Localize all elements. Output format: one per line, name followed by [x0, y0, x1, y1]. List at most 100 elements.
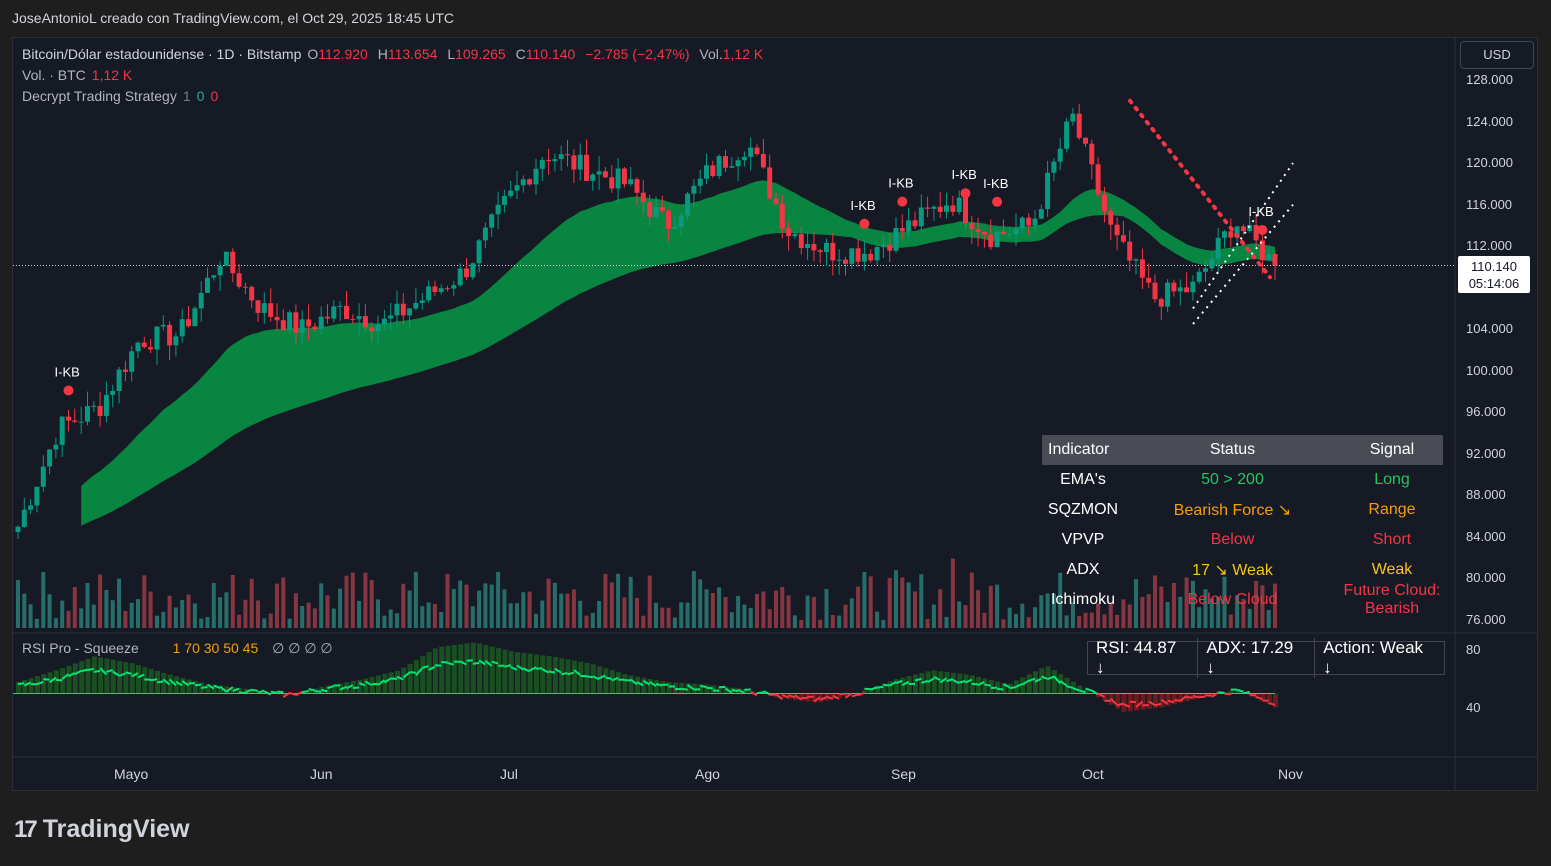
- squeeze-histogram-bar: [546, 656, 552, 694]
- volume-bar: [654, 602, 658, 628]
- rsi-line: [889, 681, 897, 687]
- squeeze-histogram-bar: [1197, 693, 1203, 698]
- volume-bar: [1260, 585, 1265, 628]
- candle-body: [1190, 281, 1196, 293]
- squeeze-histogram-bar: [508, 651, 514, 694]
- candle-body: [981, 231, 987, 235]
- volume-bar: [729, 612, 734, 628]
- rsi-line: [1218, 691, 1225, 694]
- squeeze-histogram-bar: [281, 693, 287, 696]
- signal-marker: [897, 196, 908, 207]
- low-label: L: [447, 46, 456, 62]
- rsi-line: [750, 691, 758, 697]
- squeeze-histogram-bar: [79, 661, 85, 694]
- close-label: C: [515, 46, 526, 62]
- rsi-line: [441, 661, 448, 664]
- rsi-line: [1154, 702, 1162, 707]
- squeeze-histogram-bar: [742, 689, 748, 694]
- candle-body: [1051, 161, 1057, 173]
- squeeze-histogram-bar: [41, 674, 47, 694]
- volume-bar: [913, 591, 917, 628]
- squeeze-histogram-bar: [249, 689, 255, 694]
- rsi-line: [339, 685, 347, 691]
- signal-marker: [859, 218, 870, 229]
- squeeze-histogram-bar: [401, 667, 407, 694]
- squeeze-histogram-bar: [843, 693, 849, 697]
- rsi-line: [529, 666, 537, 672]
- candle-body: [21, 509, 27, 527]
- volume-legend[interactable]: Vol. · BTC 1,12 K: [22, 67, 138, 83]
- squeeze-histogram-bar: [1020, 677, 1026, 694]
- squeeze-histogram-bar: [1228, 690, 1234, 694]
- strategy-legend[interactable]: Decrypt Trading Strategy 1 0 0: [22, 88, 224, 104]
- squeeze-histogram-bar: [167, 674, 173, 694]
- squeeze-histogram-bar: [1121, 693, 1127, 712]
- candle-body: [242, 286, 248, 288]
- volume-bar: [230, 575, 235, 628]
- volume-bar: [1089, 612, 1094, 628]
- volume-bar: [824, 589, 829, 628]
- candle-body: [230, 251, 236, 274]
- candle-body: [552, 159, 558, 162]
- volume-bar: [919, 574, 924, 628]
- volume-bar: [881, 619, 886, 628]
- squeeze-histogram-bar: [597, 666, 603, 694]
- signal-row: SQZMON Bearish Force ↘ Range: [1042, 495, 1443, 525]
- candle-body: [337, 305, 343, 307]
- volume-bar: [571, 589, 576, 628]
- volume-bar: [774, 590, 778, 628]
- candle-body: [590, 174, 596, 181]
- symbol-name[interactable]: Bitcoin/Dólar estadounidense · 1D · Bits…: [22, 46, 302, 62]
- rsi-line: [681, 687, 688, 691]
- squeeze-histogram-bar: [1039, 668, 1045, 694]
- candle-body: [122, 369, 128, 372]
- candle-body: [1196, 271, 1202, 282]
- volume-bar: [982, 612, 987, 628]
- close-value: 110.140: [525, 46, 576, 62]
- rsi-line: [1034, 677, 1042, 683]
- squeeze-histogram-bar: [691, 683, 697, 694]
- rsi-line: [548, 670, 556, 674]
- rsi-legend[interactable]: RSI Pro - Squeeze 1 70 30 50 45 ∅ ∅ ∅ ∅: [22, 640, 333, 657]
- volume-bar: [1121, 599, 1126, 628]
- volume-bar: [1058, 572, 1063, 628]
- volume-bar: [1153, 575, 1157, 628]
- volume-bar: [464, 584, 469, 628]
- candle-body: [110, 391, 116, 395]
- rsi-line: [794, 694, 802, 701]
- volume-bar: [470, 606, 475, 628]
- rsi-line: [238, 691, 246, 695]
- rsi-line: [383, 677, 392, 684]
- volume-bar: [761, 591, 766, 628]
- candle-body: [413, 303, 419, 309]
- candle-body: [874, 247, 880, 261]
- candle-body: [741, 156, 747, 161]
- candle-body: [1209, 259, 1215, 269]
- volume-bar: [679, 602, 684, 628]
- candle-body: [824, 242, 829, 252]
- volume-bar: [432, 604, 437, 628]
- volume-bar: [1001, 619, 1006, 628]
- squeeze-histogram-bar: [521, 653, 527, 694]
- candle-body: [375, 324, 381, 331]
- high-value: 113.654: [387, 46, 438, 62]
- candle-body: [798, 234, 804, 248]
- rsi-line: [561, 672, 568, 676]
- volume-bar: [1102, 614, 1107, 628]
- candle-body: [805, 244, 811, 248]
- candle-body: [975, 229, 981, 232]
- signal-label: I-KB: [55, 365, 80, 380]
- tradingview-logo[interactable]: 17 TradingView: [14, 815, 190, 844]
- volume-bar: [104, 590, 109, 628]
- currency-button[interactable]: USD: [1460, 41, 1534, 69]
- candle-body: [767, 167, 773, 199]
- signal-signal: Range: [1368, 501, 1416, 518]
- candle-body: [609, 177, 615, 189]
- candle-body: [887, 244, 893, 251]
- squeeze-histogram-bar: [660, 681, 666, 694]
- signal-indicator: Ichimoku: [1050, 591, 1116, 608]
- volume-bar: [148, 591, 153, 628]
- volume-bar: [1014, 613, 1018, 628]
- candle-body: [754, 147, 760, 154]
